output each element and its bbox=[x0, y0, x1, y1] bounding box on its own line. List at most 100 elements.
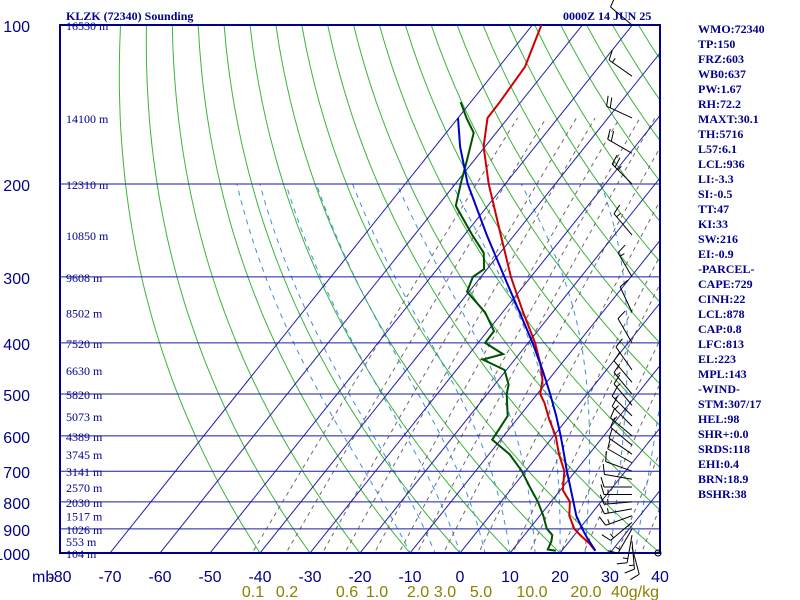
barb-flag bbox=[613, 374, 621, 385]
dry-adiabat bbox=[275, 25, 561, 553]
moist-adiabat bbox=[352, 183, 511, 553]
temperature-tick-label: -60 bbox=[148, 569, 171, 586]
wind-barb bbox=[611, 154, 633, 185]
barb-half-flag bbox=[616, 213, 621, 218]
height-label: 1026 m bbox=[66, 523, 103, 537]
mixing-ratio-label: 0.6 bbox=[336, 584, 358, 600]
pressure-tick-label: 100 bbox=[3, 19, 30, 36]
moist-adiabat-lines bbox=[236, 183, 660, 553]
barb-flag bbox=[609, 97, 613, 108]
isobar-isotherm-grid bbox=[59, 24, 661, 554]
barb-flag bbox=[599, 494, 605, 505]
sounding-indices-panel: WMO:72340 TP:150 FRZ:603 WB0:637 PW:1.67 RH:7… bbox=[698, 22, 765, 502]
dry-adiabat bbox=[794, 25, 800, 564]
barb-flag bbox=[600, 484, 605, 495]
height-label: 14100 m bbox=[66, 112, 109, 126]
wind-barb bbox=[606, 95, 633, 119]
dry-adiabat bbox=[145, 25, 311, 553]
wind-barb bbox=[611, 396, 633, 427]
index-item: SHR+:0.0 bbox=[698, 427, 749, 441]
index-item: EHI:0.4 bbox=[698, 457, 740, 471]
temperature-tick-label: -40 bbox=[248, 569, 271, 586]
barb-shaft bbox=[631, 541, 635, 570]
barb-flag bbox=[611, 154, 618, 165]
barb-shaft bbox=[607, 448, 633, 464]
barb-flag bbox=[617, 244, 626, 254]
isotherm-line bbox=[209, 25, 633, 553]
index-item: LCL:878 bbox=[698, 307, 745, 321]
moist-adiabat bbox=[236, 183, 411, 553]
index-item: SI:-0.5 bbox=[698, 187, 733, 201]
pressure-unit-label: mb bbox=[32, 569, 54, 586]
pressure-tick-label: 600 bbox=[3, 430, 30, 447]
temperature-tick-label: 40 bbox=[651, 569, 669, 586]
barb-flag bbox=[599, 516, 607, 526]
axis-labels: 1002003004005006007008009001000mb-80-70-… bbox=[0, 19, 669, 600]
pressure-tick-label: 400 bbox=[3, 337, 30, 354]
height-label: 8502 m bbox=[66, 306, 103, 320]
barb-flag bbox=[613, 363, 621, 373]
isotherm-line bbox=[159, 25, 583, 553]
index-item: -WIND- bbox=[698, 382, 740, 396]
index-item: WMO:72340 bbox=[698, 22, 765, 36]
wind-barb bbox=[616, 535, 633, 565]
index-item: CINH:22 bbox=[698, 292, 746, 306]
wind-barb bbox=[654, 549, 662, 557]
barb-half-flag bbox=[607, 519, 610, 525]
pressure-tick-label: 200 bbox=[3, 178, 30, 195]
barb-shaft bbox=[611, 395, 633, 417]
moist-adiabat bbox=[634, 400, 660, 553]
barb-flag bbox=[611, 396, 618, 407]
mixing-ratio-label: 5.0 bbox=[470, 584, 492, 600]
temperature-tick-label: 20 bbox=[551, 569, 569, 586]
wind-barb bbox=[607, 129, 633, 154]
index-item: WB0:637 bbox=[698, 67, 746, 81]
temperature-tick-label: -80 bbox=[48, 569, 71, 586]
height-label: 5073 m bbox=[66, 410, 103, 424]
barb-flag bbox=[619, 279, 629, 288]
barb-shaft bbox=[605, 515, 633, 526]
barb-flag bbox=[617, 310, 626, 319]
mixing-ratio-label: 2.0 bbox=[407, 584, 429, 600]
moist-adiabat bbox=[259, 183, 436, 553]
barb-shaft bbox=[626, 535, 633, 563]
height-label: 12310 m bbox=[66, 178, 109, 192]
wind-barb bbox=[613, 351, 633, 383]
barb-flag bbox=[608, 50, 613, 61]
dry-adiabat bbox=[430, 25, 660, 385]
index-item: -PARCEL- bbox=[698, 262, 755, 276]
dry-adiabat bbox=[482, 25, 660, 304]
temperature-tick-label: -70 bbox=[98, 569, 121, 586]
index-item: PW:1.67 bbox=[698, 82, 742, 96]
wind-barb bbox=[599, 494, 633, 505]
wind-barbs bbox=[599, 0, 662, 581]
index-item: LCL:936 bbox=[698, 157, 745, 171]
dewpoint-trace bbox=[454, 101, 556, 552]
temperature-tick-label: 0 bbox=[456, 569, 465, 586]
isotherm-line bbox=[309, 114, 660, 553]
wind-barb bbox=[600, 484, 632, 496]
barb-shaft bbox=[608, 437, 633, 455]
mixing-ratio-line bbox=[344, 117, 596, 553]
temperature-tick-label: -50 bbox=[198, 569, 221, 586]
height-label: 10850 m bbox=[66, 229, 109, 243]
wind-barb bbox=[611, 386, 633, 417]
wind-barb bbox=[619, 279, 633, 313]
height-label: 553 m bbox=[66, 535, 97, 549]
index-item: FRZ:603 bbox=[698, 52, 744, 66]
height-label: 4389 m bbox=[66, 430, 103, 444]
barb-half-flag bbox=[615, 546, 621, 551]
moist-adiabat bbox=[396, 183, 536, 553]
dry-adiabat bbox=[118, 25, 261, 553]
index-item: SRDS:118 bbox=[698, 442, 751, 456]
wind-barb bbox=[617, 244, 633, 278]
moist-adiabat bbox=[285, 183, 461, 553]
wind-barb bbox=[613, 204, 633, 236]
barb-shaft bbox=[615, 346, 633, 371]
temperature-trace bbox=[482, 25, 597, 552]
barb-flag bbox=[610, 131, 615, 142]
mixing-ratio-line bbox=[251, 117, 519, 553]
dry-adiabat bbox=[171, 25, 361, 553]
dry-adiabat bbox=[223, 25, 461, 553]
